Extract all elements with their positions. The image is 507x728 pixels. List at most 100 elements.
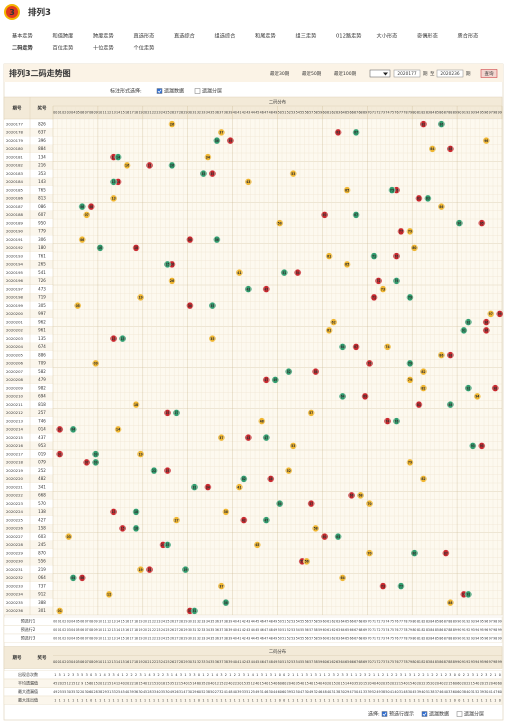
preselect-cell[interactable]: 87	[444, 628, 448, 632]
preselect-cell[interactable]: 99	[498, 636, 502, 640]
preselect-cell[interactable]: 57	[309, 619, 313, 623]
preselect-cell[interactable]: 92	[466, 619, 470, 623]
preselect-cell[interactable]: 99	[498, 619, 502, 623]
preselect-cell[interactable]: 72	[377, 619, 381, 623]
preselect-cell[interactable]: 57	[309, 628, 313, 632]
preselect-cell[interactable]: 79	[408, 636, 412, 640]
preselect-cell[interactable]: 64	[341, 619, 345, 623]
preselect-cell[interactable]: 44	[251, 628, 255, 632]
preselect-cell[interactable]: 17	[130, 636, 134, 640]
preselect-cell[interactable]: 22	[152, 636, 156, 640]
preselect-cell[interactable]: 88	[448, 619, 452, 623]
preselect-cell[interactable]: 85	[435, 636, 439, 640]
preselect-cell[interactable]: 19	[139, 628, 143, 632]
preselect-cell[interactable]: 10	[98, 628, 102, 632]
preselect-cell[interactable]: 01	[58, 636, 62, 640]
preselect-cell[interactable]: 94	[475, 628, 479, 632]
preselect-cell[interactable]: 83	[426, 628, 430, 632]
checkbox[interactable]	[456, 711, 463, 717]
preselect-cell[interactable]: 03	[67, 636, 71, 640]
preselect-cell[interactable]: 98	[493, 628, 497, 632]
preselect-cell[interactable]: 87	[444, 619, 448, 623]
preselect-cell[interactable]: 21	[148, 636, 152, 640]
preselect-cell[interactable]: 29	[183, 636, 187, 640]
preselect-cell[interactable]: 71	[372, 636, 376, 640]
preselect-cell[interactable]: 54	[296, 628, 300, 632]
preselect-cell[interactable]: 20	[143, 636, 147, 640]
preselect-cell[interactable]: 31	[192, 619, 196, 623]
nav-link[interactable]: 基本走势	[12, 32, 33, 40]
preselect-cell[interactable]: 45	[255, 636, 259, 640]
preselect-cell[interactable]: 94	[475, 636, 479, 640]
preselect-cell[interactable]: 74	[386, 636, 390, 640]
preselect-cell[interactable]: 15	[121, 619, 125, 623]
query-button[interactable]	[480, 69, 498, 78]
preselect-cell[interactable]: 08	[89, 619, 93, 623]
preselect-cell[interactable]: 20	[143, 619, 147, 623]
preselect-cell[interactable]: 16	[125, 628, 129, 632]
preselect-cell[interactable]: 50	[278, 619, 282, 623]
preselect-cell[interactable]: 31	[192, 636, 196, 640]
preselect-cell[interactable]: 13	[112, 636, 116, 640]
preselect-cell[interactable]: 73	[381, 636, 385, 640]
preselect-cell[interactable]: 38	[224, 619, 228, 623]
preselect-cell[interactable]: 43	[246, 628, 250, 632]
preselect-cell[interactable]: 67	[354, 628, 358, 632]
preselect-cell[interactable]: 35	[210, 619, 214, 623]
preselect-cell[interactable]: 39	[228, 636, 232, 640]
preselect-cell[interactable]: 88	[448, 636, 452, 640]
preselect-cell[interactable]: 58	[314, 636, 318, 640]
preselect-cell[interactable]: 54	[296, 619, 300, 623]
preselect-cell[interactable]: 69	[363, 619, 367, 623]
preselect-cell[interactable]: 75	[390, 619, 394, 623]
preselect-cell[interactable]: 97	[489, 628, 493, 632]
preselect-cell[interactable]: 33	[201, 628, 205, 632]
preselect-cell[interactable]: 37	[219, 636, 223, 640]
preselect-cell[interactable]: 86	[439, 628, 443, 632]
preselect-cell[interactable]: 25	[166, 619, 170, 623]
preselect-cell[interactable]: 70	[368, 636, 372, 640]
preselect-cell[interactable]: 56	[305, 628, 309, 632]
preselect-cell[interactable]: 45	[255, 628, 259, 632]
preselect-cell[interactable]: 02	[62, 619, 66, 623]
preselect-cell[interactable]: 13	[112, 628, 116, 632]
preselect-cell[interactable]: 56	[305, 619, 309, 623]
preselect-cell[interactable]: 07	[85, 636, 89, 640]
checkbox[interactable]	[381, 711, 388, 717]
nav-link[interactable]: 个位走势	[134, 44, 155, 52]
preselect-cell[interactable]: 11	[103, 628, 107, 632]
preselect-cell[interactable]: 15	[121, 636, 125, 640]
preselect-cell[interactable]: 24	[161, 619, 165, 623]
preselect-cell[interactable]: 68	[359, 619, 363, 623]
preselect-cell[interactable]: 10	[98, 619, 102, 623]
preselect-cell[interactable]: 86	[439, 619, 443, 623]
preselect-cell[interactable]: 15	[121, 628, 125, 632]
preselect-cell[interactable]: 93	[471, 628, 475, 632]
preselect-cell[interactable]: 81	[417, 636, 421, 640]
preselect-cell[interactable]: 81	[417, 619, 421, 623]
preselect-cell[interactable]: 30	[188, 628, 192, 632]
preselect-cell[interactable]: 86	[439, 636, 443, 640]
preselect-cell[interactable]: 74	[386, 628, 390, 632]
preselect-cell[interactable]: 83	[426, 619, 430, 623]
preselect-cell[interactable]: 32	[197, 636, 201, 640]
preselect-cell[interactable]: 41	[237, 619, 241, 623]
preselect-cell[interactable]: 50	[278, 628, 282, 632]
preselect-cell[interactable]: 62	[332, 636, 336, 640]
preselect-cell[interactable]: 48	[269, 619, 273, 623]
preselect-cell[interactable]: 09	[94, 636, 98, 640]
preselect-cell[interactable]: 62	[332, 628, 336, 632]
preselect-cell[interactable]: 28	[179, 636, 183, 640]
nav-link[interactable]: 百位走势	[53, 44, 74, 52]
preselect-cell[interactable]: 89	[453, 636, 457, 640]
preselect-cell[interactable]: 26	[170, 636, 174, 640]
preselect-cell[interactable]: 95	[480, 628, 484, 632]
marking-option[interactable]: 遗漏分层	[202, 88, 222, 95]
preselect-cell[interactable]: 40	[233, 628, 237, 632]
preselect-cell[interactable]: 72	[377, 628, 381, 632]
preselect-cell[interactable]: 84	[430, 619, 434, 623]
preselect-cell[interactable]: 77	[399, 619, 403, 623]
preselect-cell[interactable]: 49	[273, 636, 277, 640]
range-link[interactable]: 最近30期	[270, 70, 290, 77]
nav-link[interactable]: 大小形态	[377, 32, 398, 40]
